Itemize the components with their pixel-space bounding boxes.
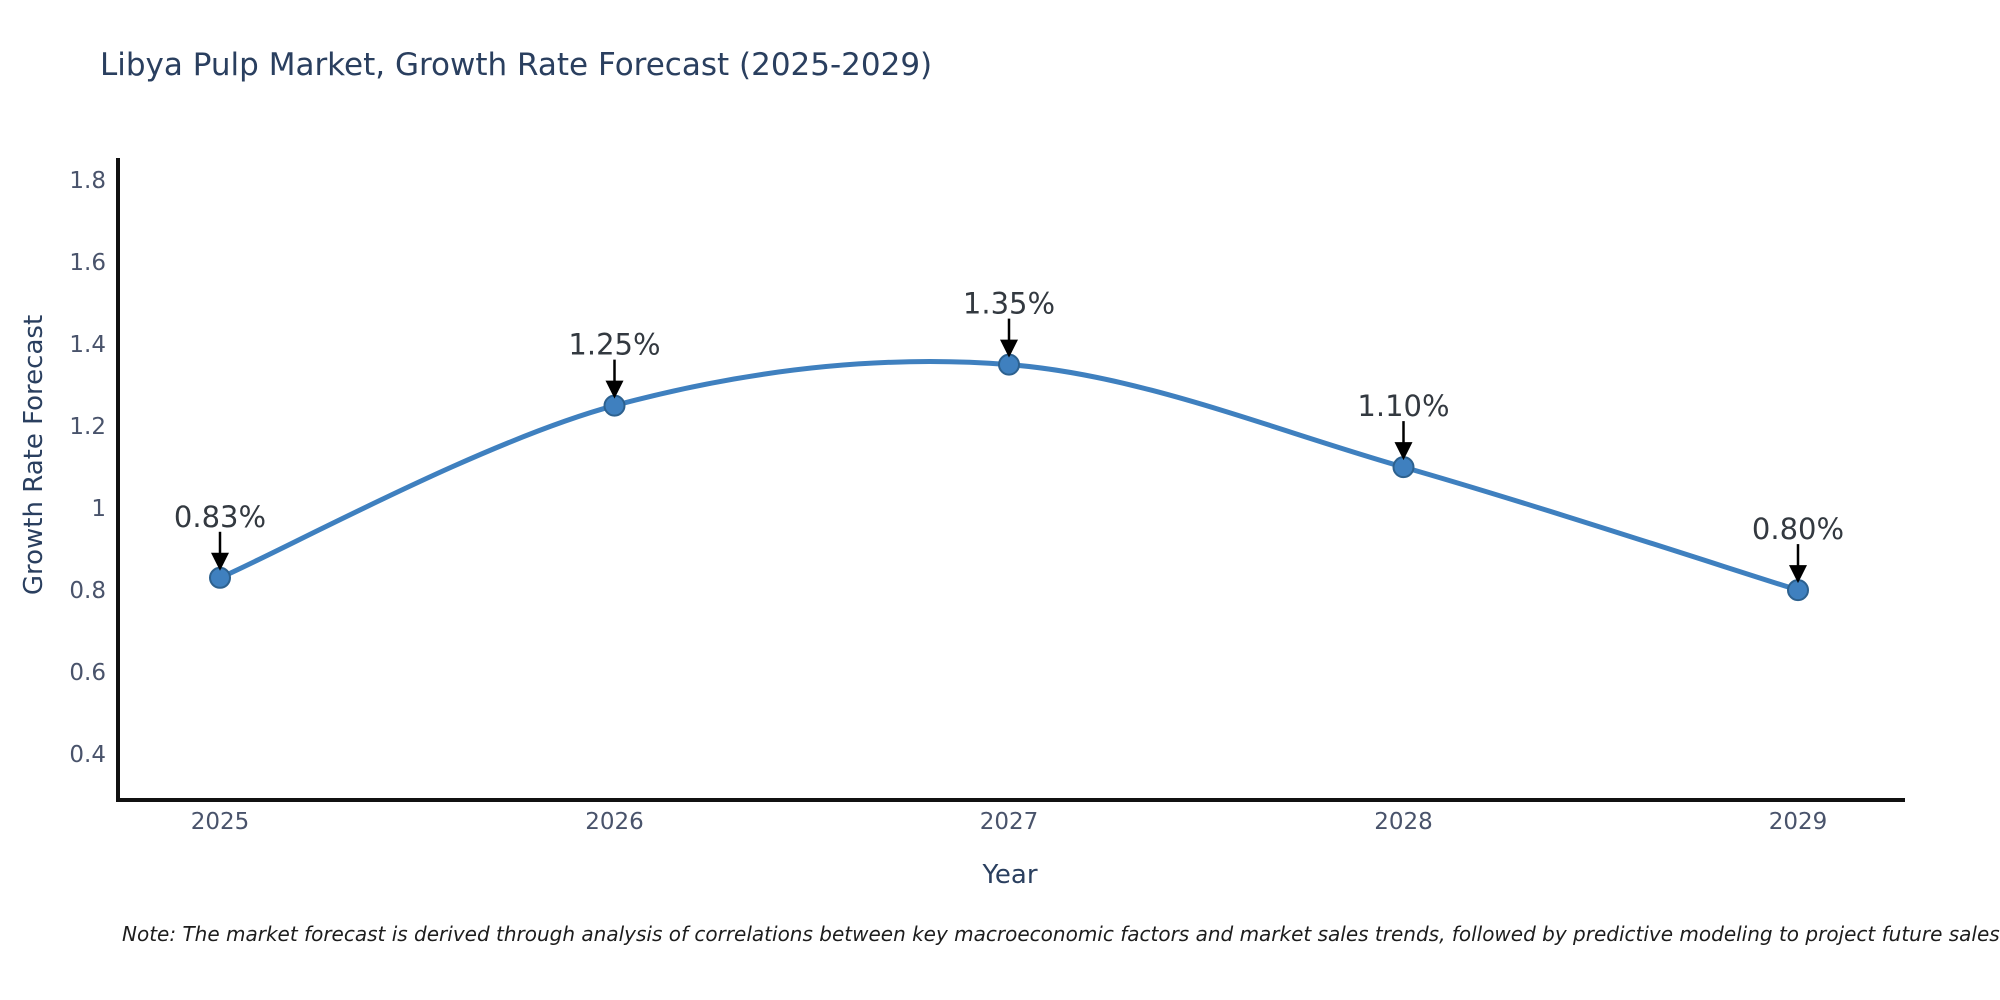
y-axis-title: Growth Rate Forecast xyxy=(19,315,49,595)
point-value-label: 0.83% xyxy=(174,500,266,534)
x-tick-label: 2029 xyxy=(1769,809,1828,835)
chart-title: Libya Pulp Market, Growth Rate Forecast … xyxy=(100,47,932,83)
point-value-label: 1.25% xyxy=(568,328,660,362)
x-tick-label: 2027 xyxy=(980,809,1039,835)
forecast-line xyxy=(217,359,1801,593)
y-tick-label: 1.4 xyxy=(69,332,106,358)
y-tick-label: 0.6 xyxy=(69,660,106,686)
point-value-label: 1.35% xyxy=(963,287,1055,321)
annotation-arrow-head xyxy=(211,552,229,571)
point-value-label: 0.80% xyxy=(1752,512,1844,546)
y-tick-label: 0.8 xyxy=(69,578,106,604)
annotation-arrow-head xyxy=(1394,442,1413,461)
y-tick-label: 1.6 xyxy=(69,250,106,276)
x-tick-label: 2026 xyxy=(585,809,644,835)
axis-ticks: 1.8 1.6 1.4 1.2 1 0.8 0.6 0.4 2025 2026 2027 2028 20… xyxy=(69,168,1827,835)
annotation-arrow-head xyxy=(1000,339,1018,358)
x-tick-label: 2025 xyxy=(191,809,250,835)
point-value-label: 1.10% xyxy=(1357,389,1449,423)
y-tick-label: 1.8 xyxy=(69,168,106,194)
annotation-arrow-head xyxy=(605,380,624,399)
footnote: Note: The market forecast is derived thr… xyxy=(122,922,2000,946)
x-axis-title: Year xyxy=(981,860,1037,890)
annotation-arrow-head xyxy=(1789,565,1807,584)
x-tick-label: 2028 xyxy=(1374,809,1433,835)
point-annotations: 0.83% 1.25% 1.35% 1.10% 0.80% xyxy=(174,287,1844,584)
y-tick-label: 0.4 xyxy=(69,742,106,768)
y-tick-label: 1 xyxy=(91,496,106,522)
y-tick-label: 1.2 xyxy=(69,414,106,440)
data-series xyxy=(209,353,1809,602)
